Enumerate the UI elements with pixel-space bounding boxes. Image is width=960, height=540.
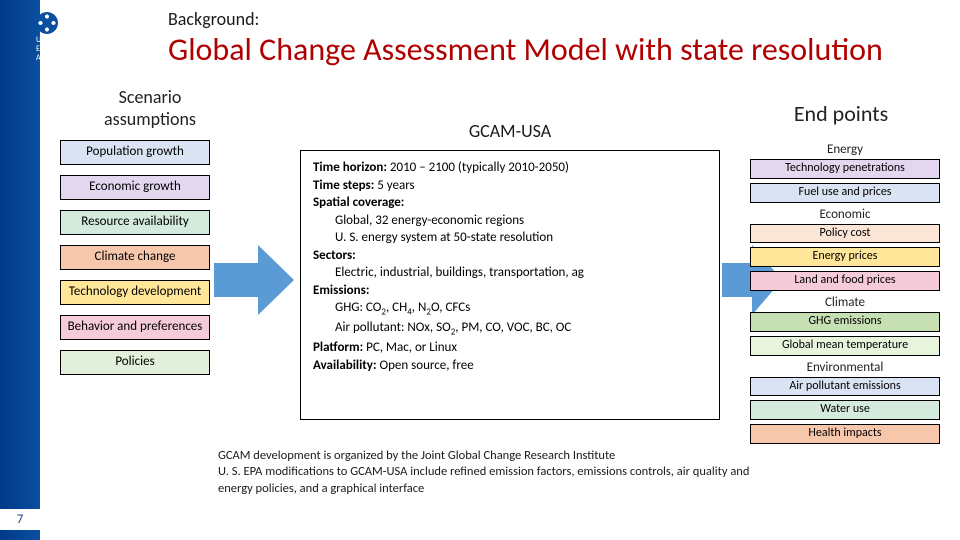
page-number: 7 bbox=[0, 509, 40, 530]
gcam-line: Platform: PC, Mac, or Linux bbox=[313, 339, 707, 357]
scenario-heading: Scenarioassumptions bbox=[80, 86, 220, 130]
gcam-line: Emissions: bbox=[313, 282, 707, 300]
scenario-box: Climate change bbox=[60, 245, 210, 270]
endpoint-box: Technology penetrations bbox=[750, 159, 940, 179]
scenario-column: Population growth Economic growth Resource… bbox=[60, 140, 210, 385]
sidebar-stripe bbox=[0, 0, 40, 540]
gcam-box: Time horizon: 2010 – 2100 (typically 201… bbox=[300, 150, 720, 420]
endpoint-box: Global mean temperature bbox=[750, 336, 940, 356]
endpoint-box: GHG emissions bbox=[750, 312, 940, 332]
page-title: Global Change Assessment Model with stat… bbox=[168, 30, 883, 69]
gcam-line: Air pollutant: NOx, SO2, PM, CO, VOC, BC… bbox=[335, 319, 707, 339]
scenario-box: Technology development bbox=[60, 280, 210, 305]
gcam-line: Spatial coverage: bbox=[313, 194, 707, 212]
gcam-line: Global, 32 energy-economic regions bbox=[335, 212, 707, 230]
footnote-line1: GCAM development is organized by the Joi… bbox=[218, 448, 778, 464]
epa-abbr: EPA bbox=[60, 6, 98, 38]
endpoint-box: Fuel use and prices bbox=[750, 183, 940, 203]
scenario-box: Behavior and preferences bbox=[60, 315, 210, 340]
epa-flower-icon bbox=[36, 12, 58, 34]
endpoint-box: Water use bbox=[750, 400, 940, 420]
endpoint-box: Policy cost bbox=[750, 224, 940, 244]
endpoint-box: Air pollutant emissions bbox=[750, 377, 940, 397]
endpoints-heading: End points bbox=[746, 100, 936, 127]
endpoint-category: Climate bbox=[750, 295, 940, 310]
epa-full: United StatesEnvironmental ProtectionAge… bbox=[36, 36, 119, 63]
scenario-box: Population growth bbox=[60, 140, 210, 165]
endpoint-box: Land and food prices bbox=[750, 271, 940, 291]
gcam-line: Time horizon: 2010 – 2100 (typically 201… bbox=[313, 159, 707, 177]
footnote-line2: U. S. EPA modifications to GCAM-USA incl… bbox=[218, 464, 778, 497]
gcam-line: Time steps: 5 years bbox=[313, 177, 707, 195]
epa-logo: EPA United StatesEnvironmental Protectio… bbox=[36, 6, 119, 63]
endpoint-box: Health impacts bbox=[750, 424, 940, 444]
gcam-line: Electric, industrial, buildings, transpo… bbox=[335, 264, 707, 282]
scenario-box: Resource availability bbox=[60, 210, 210, 235]
endpoints-column: Energy Technology penetrations Fuel use an… bbox=[750, 140, 940, 448]
endpoint-box: Energy prices bbox=[750, 247, 940, 267]
gcam-line: U. S. energy system at 50-state resoluti… bbox=[335, 229, 707, 247]
background-label: Background: bbox=[168, 8, 259, 30]
gcam-line: GHG: CO2, CH4, N2O, CFCs bbox=[335, 299, 707, 319]
scenario-box: Policies bbox=[60, 350, 210, 375]
gcam-heading: GCAM-USA bbox=[300, 120, 720, 142]
arrow-left-icon bbox=[214, 245, 294, 315]
scenario-box: Economic growth bbox=[60, 175, 210, 200]
endpoint-category: Environmental bbox=[750, 360, 940, 375]
gcam-line: Availability: Open source, free bbox=[313, 357, 707, 375]
footnote: GCAM development is organized by the Joi… bbox=[218, 448, 778, 497]
endpoint-category: Economic bbox=[750, 207, 940, 222]
gcam-line: Sectors: bbox=[313, 247, 707, 265]
endpoint-category: Energy bbox=[750, 142, 940, 157]
